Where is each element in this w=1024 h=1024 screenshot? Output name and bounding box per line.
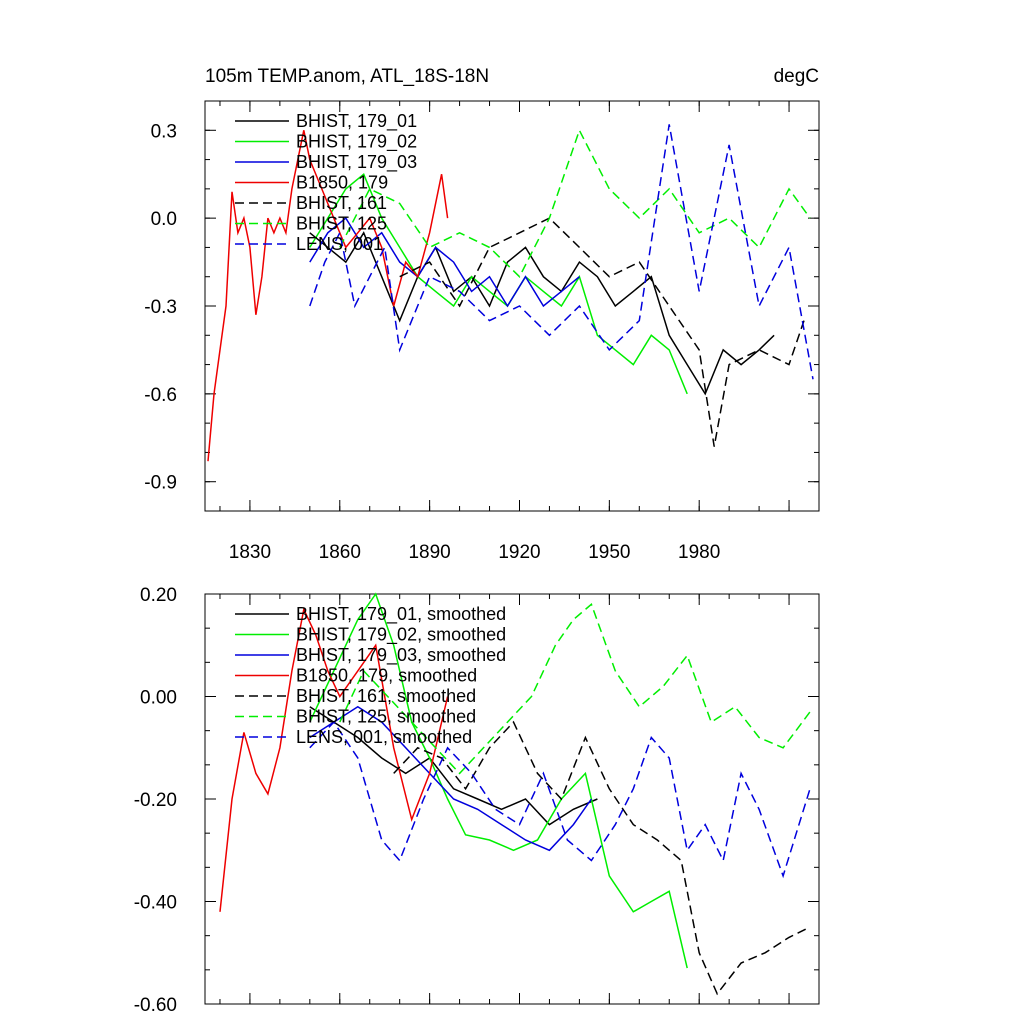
series-line-5: [339, 128, 811, 278]
series-line-0: [309, 231, 775, 396]
x-tick-label: 1950: [588, 542, 630, 563]
y-tick-label: 0.20: [140, 585, 177, 606]
x-tick-label: 1890: [408, 542, 450, 563]
legend-label-6: LENS, 001, smoothed: [296, 727, 472, 747]
y-tick-label: -0.60: [134, 995, 177, 1016]
series-line-0: [309, 706, 598, 826]
legend-label-2: BHIST, 179_03, smoothed: [296, 645, 506, 666]
y-tick-label: -0.9: [144, 473, 177, 494]
top-panel: 105m TEMP.anom, ATL_18S-18N degC 0.3 0.0 -…: [144, 66, 820, 563]
legend-label-4: BHIST, 161: [296, 193, 387, 213]
y-tick-label: -0.40: [134, 893, 177, 914]
series-line-2: [309, 216, 580, 308]
top-x-axis: 1830 1860 1890 1920 1950 1980: [219, 101, 820, 563]
series-line-4: [399, 217, 805, 447]
bottom-x-axis: [219, 594, 820, 1004]
bottom-y-axis: 0.20 0.00 -0.20 -0.40 -0.60: [134, 585, 819, 1016]
x-tick-label: 1860: [319, 542, 361, 563]
bottom-panel: 0.20 0.00 -0.20 -0.40 -0.60 BHIST, 179_01, s…: [134, 585, 820, 1016]
series-line-5: [339, 603, 811, 775]
legend-label-1: BHIST, 179_02: [296, 132, 417, 153]
legend-label-3: B1850, 179, smoothed: [296, 666, 477, 686]
bottom-series-lines: [219, 592, 811, 996]
y-tick-label: -0.3: [144, 297, 177, 318]
legend-label-5: BHIST, 125: [296, 214, 387, 234]
y-tick-label: 0.3: [151, 121, 177, 142]
x-tick-label: 1830: [229, 542, 271, 563]
series-line-6: [309, 124, 814, 380]
legend-label-0: BHIST, 179_01: [296, 111, 417, 132]
x-tick-label: 1920: [498, 542, 540, 563]
series-line-1: [309, 172, 688, 395]
legend-label-4: BHIST, 161, smoothed: [296, 686, 476, 706]
legend-label-0: BHIST, 179_01, smoothed: [296, 604, 506, 625]
top-panel-title: 105m TEMP.anom, ATL_18S-18N: [205, 66, 489, 87]
series-line-3: [207, 130, 449, 462]
legend-label-1: BHIST, 179_02, smoothed: [296, 625, 506, 646]
top-panel-units: degC: [774, 66, 819, 87]
y-tick-label: 0.00: [140, 688, 177, 709]
y-tick-label: -0.6: [144, 385, 177, 406]
series-line-4: [393, 720, 811, 996]
y-tick-label: -0.20: [134, 790, 177, 811]
legend-label-5: BHIST, 125, smoothed: [296, 707, 476, 727]
series-line-2: [309, 705, 593, 852]
x-tick-label: 1980: [678, 542, 720, 563]
legend-label-2: BHIST, 179_03: [296, 152, 417, 173]
legend-label-6: LENS, 001: [296, 234, 383, 254]
series-line-1: [309, 592, 688, 969]
series-line-6: [309, 720, 811, 879]
top-y-axis: 0.3 0.0 -0.3 -0.6 -0.9: [144, 100, 819, 512]
legend-label-3: B1850, 179: [296, 173, 388, 193]
y-tick-label: 0.0: [151, 209, 177, 230]
top-series-lines: [207, 124, 814, 462]
series-line-3: [219, 606, 449, 912]
